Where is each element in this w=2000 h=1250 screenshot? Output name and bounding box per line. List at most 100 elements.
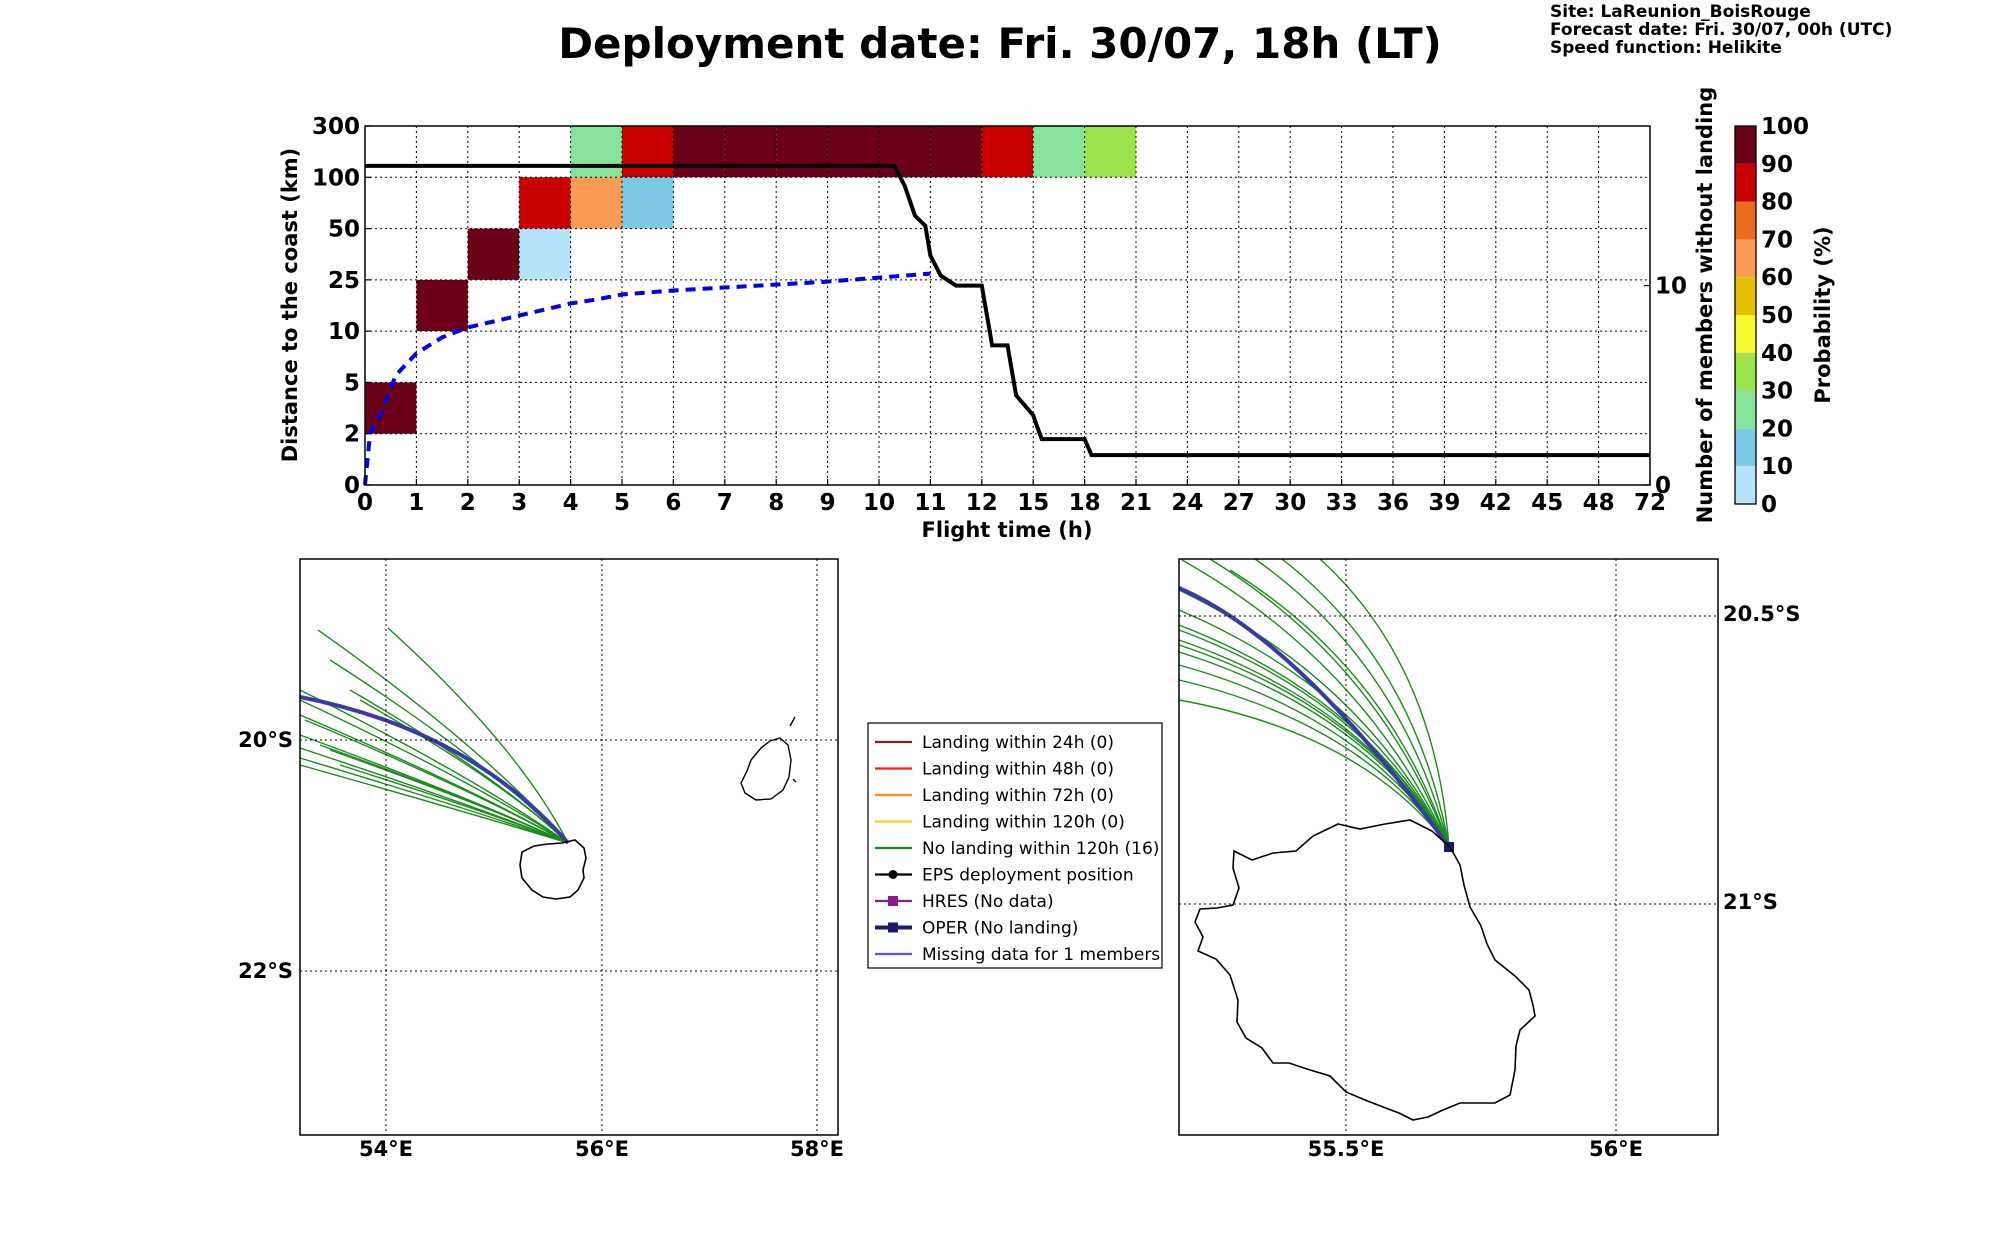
x-tick-label: 45 <box>1531 490 1563 516</box>
ensemble-track <box>1178 639 1450 848</box>
colorbar-tick-label: 80 <box>1761 190 1793 216</box>
right-map-grid <box>1179 559 1718 1135</box>
y-tick-label: 0 <box>344 473 360 499</box>
y2-tick-label: 0 <box>1655 473 1671 499</box>
legend-item: No landing within 120h (16) <box>875 839 1159 859</box>
y-tick-label: 300 <box>312 114 360 140</box>
x-tick-label: 24 <box>1171 490 1203 516</box>
heatmap-cell <box>519 228 571 280</box>
legend-label: Landing within 72h (0) <box>922 786 1114 806</box>
colorbar-tick-label: 10 <box>1761 454 1793 480</box>
x-tick-label: 4 <box>563 490 579 516</box>
top-chart-frame <box>364 125 1651 486</box>
colorbar-tick-label: 60 <box>1761 265 1793 291</box>
ensemble-track <box>1178 699 1450 848</box>
ensemble-track <box>299 757 569 844</box>
x-tick-label: 72 <box>1634 490 1666 516</box>
legend: Landing within 24h (0) Landing within 48h… <box>867 722 1163 969</box>
x-tick-label: 39 <box>1428 490 1460 516</box>
heatmap-cell <box>1084 126 1136 178</box>
legend-item: Landing within 24h (0) <box>875 733 1114 753</box>
x-tick-label: 2 <box>460 490 476 516</box>
ensemble-track <box>299 764 569 844</box>
top-lines <box>363 163 1650 486</box>
legend-marker <box>888 922 898 933</box>
legend-box <box>867 722 1163 969</box>
legend-label: OPER (No landing) <box>922 919 1078 939</box>
heatmap-cell <box>570 177 622 229</box>
left-map-grid <box>300 559 838 1135</box>
y-tick-label: 10 <box>328 319 360 345</box>
y-axis-label: Distance to the coast (km) <box>278 148 302 463</box>
left-map-tracks <box>299 627 570 845</box>
ensemble-track <box>387 627 569 844</box>
legend-item: Missing data for 1 members <box>875 945 1160 965</box>
colorbar-tick-label: 40 <box>1761 341 1793 367</box>
x-tick-label: 33 <box>1326 490 1358 516</box>
figure-title: Deployment date: Fri. 30/07, 18h (LT) <box>558 19 1442 68</box>
heatmap-cell <box>570 126 622 178</box>
lon-tick-56-zoom: 56°E <box>1589 1137 1643 1161</box>
legend-label: Missing data for 1 members <box>922 945 1160 965</box>
speed-info: Speed function: Helikite <box>1550 38 1782 58</box>
colorbar-tick-label: 0 <box>1761 492 1777 518</box>
site-info: Site: LaReunion_BoisRouge <box>1550 2 1811 22</box>
legend-label: No landing within 120h (16) <box>922 839 1159 859</box>
x-tick-label: 8 <box>768 490 784 516</box>
heatmap-cell <box>776 126 828 178</box>
ensemble-track <box>329 749 569 844</box>
lat-tick-20-5s: 20.5°S <box>1723 602 1800 626</box>
legend-marker <box>888 870 898 879</box>
members-step-line <box>365 163 1650 458</box>
x-tick-label: 9 <box>820 490 836 516</box>
colorbar: 0 10 20 30 40 50 60 70 80 90 100 Probability (%) <box>1734 114 1835 518</box>
colorbar-segment <box>1735 126 1756 164</box>
forecast-info: Forecast date: Fri. 30/07, 00h (UTC) <box>1550 20 1892 40</box>
legend-label: HRES (No data) <box>922 892 1054 912</box>
top-ticks: 0 1 2 3 4 5 6 7 8 9 10 11 12 15 18 21 24 27 30 33 36 39 42 45 48… <box>312 114 1687 516</box>
heatmap-cell <box>1033 126 1085 178</box>
ensemble-track <box>304 719 569 844</box>
y2-tick-label: 10 <box>1655 274 1687 300</box>
y-tick-label: 50 <box>328 217 360 243</box>
x-tick-label: 0 <box>357 490 373 516</box>
oper-track <box>1178 586 1451 849</box>
legend-label: Landing within 48h (0) <box>922 760 1114 780</box>
colorbar-tick-label: 70 <box>1761 227 1793 253</box>
ensemble-track <box>1209 558 1450 848</box>
colorbar-segment <box>1735 390 1756 429</box>
probability-chart: 0 1 2 3 4 5 6 7 8 9 10 11 12 15 18 21 24 27 30 33 36 39 42 45 48… <box>278 87 1717 542</box>
x-tick-label: 10 <box>863 490 895 516</box>
colorbar-segment <box>1735 201 1756 240</box>
distance-line <box>363 271 931 486</box>
x-tick-label: 5 <box>614 490 630 516</box>
x-tick-label: 27 <box>1223 490 1255 516</box>
lat-tick-21s: 21°S <box>1723 890 1778 914</box>
lat-tick-20s: 20°S <box>238 728 293 752</box>
lon-tick-58: 58°E <box>790 1137 844 1161</box>
legend-item: OPER (No landing) <box>875 919 1078 939</box>
heatmap-cell <box>467 228 520 280</box>
reunion-island-outline <box>519 839 587 900</box>
colorbar-tick-label: 90 <box>1761 152 1793 178</box>
y-tick-label: 2 <box>344 422 360 448</box>
x-tick-label: 18 <box>1069 490 1101 516</box>
lon-tick-55-5: 55.5°E <box>1308 1137 1385 1161</box>
x-tick-label: 6 <box>665 490 681 516</box>
heatmap-cells <box>365 126 1136 434</box>
x-tick-label: 42 <box>1480 490 1512 516</box>
right-map-frame <box>1178 558 1719 1136</box>
x-tick-label: 11 <box>914 490 946 516</box>
ensemble-track <box>1254 558 1450 848</box>
legend-item: Landing within 48h (0) <box>875 760 1114 780</box>
lat-tick-22s: 22°S <box>238 959 293 983</box>
ensemble-track <box>339 764 569 844</box>
legend-item: HRES (No data) <box>875 892 1054 912</box>
colorbar-segment <box>1735 352 1756 391</box>
ensemble-track <box>1181 559 1450 848</box>
colorbar-segment <box>1735 277 1756 315</box>
heatmap-cell <box>930 126 982 178</box>
ensemble-track <box>1319 558 1450 848</box>
heatmap-cell <box>724 126 777 178</box>
